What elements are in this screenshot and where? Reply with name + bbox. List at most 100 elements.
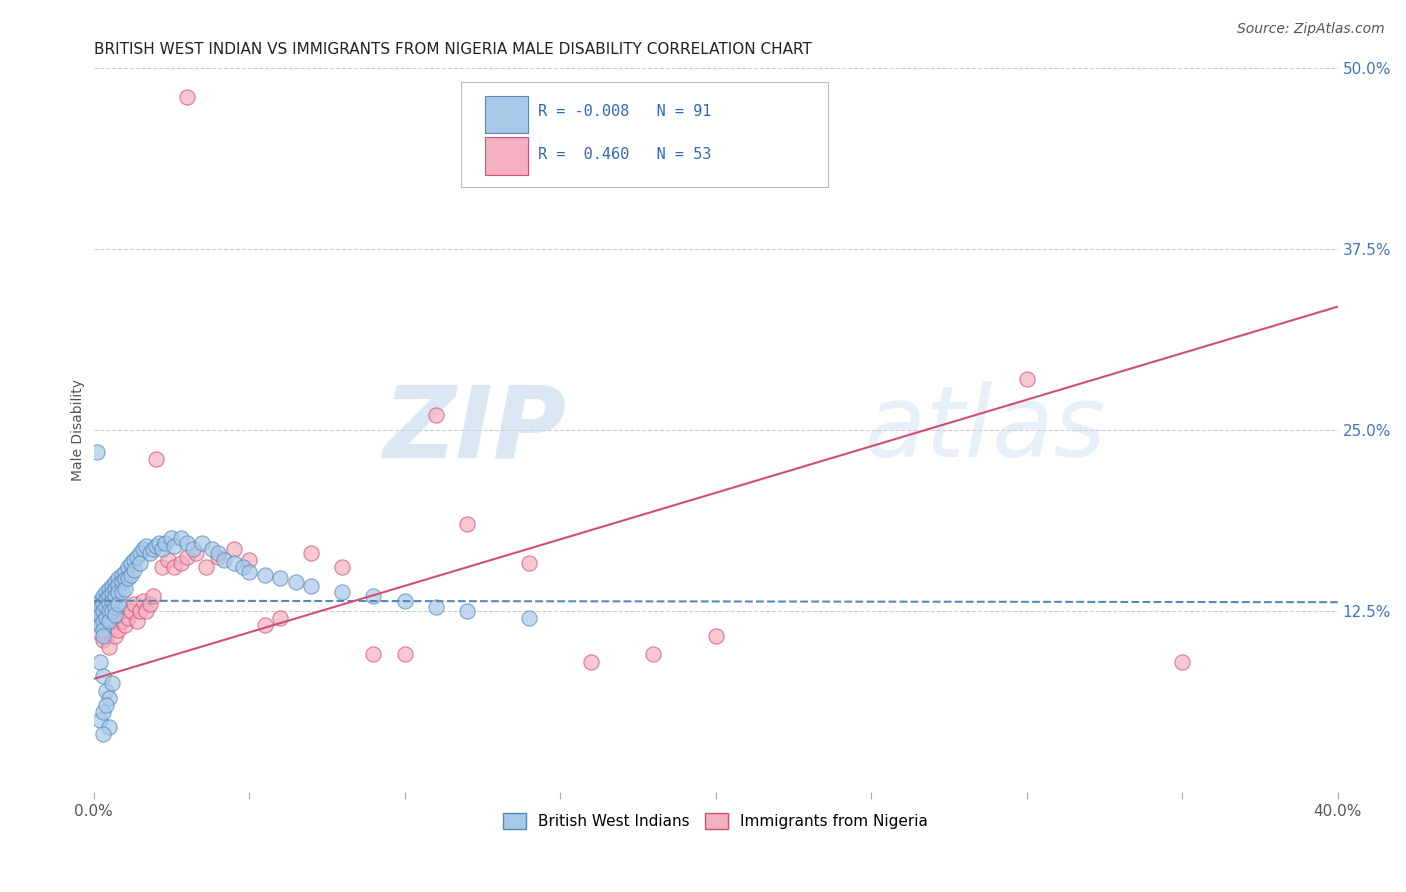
Point <box>91 597 114 611</box>
Point <box>127 614 149 628</box>
Point <box>117 560 139 574</box>
Point <box>94 698 117 712</box>
Point <box>107 623 129 637</box>
Point <box>91 623 114 637</box>
Point <box>238 553 260 567</box>
Point <box>160 532 183 546</box>
Point <box>91 706 114 720</box>
Point <box>114 582 136 596</box>
Point <box>104 582 127 596</box>
Point <box>704 628 727 642</box>
Point <box>122 563 145 577</box>
Point <box>91 632 114 647</box>
Point <box>91 727 114 741</box>
Point <box>89 618 111 632</box>
Point <box>94 585 117 599</box>
Point <box>98 623 121 637</box>
Point <box>89 614 111 628</box>
Point <box>517 611 540 625</box>
Point <box>98 590 121 604</box>
Point <box>94 628 117 642</box>
Point <box>91 604 114 618</box>
FancyBboxPatch shape <box>461 82 828 187</box>
Point <box>104 608 127 623</box>
Point <box>117 611 139 625</box>
Point <box>107 585 129 599</box>
Point <box>456 516 478 531</box>
Point <box>91 628 114 642</box>
Point <box>299 579 322 593</box>
Point <box>363 590 385 604</box>
Point <box>114 572 136 586</box>
Point <box>98 640 121 654</box>
Point <box>299 546 322 560</box>
Point <box>169 556 191 570</box>
Point <box>222 541 245 556</box>
Point <box>153 536 176 550</box>
Point <box>91 618 114 632</box>
Point <box>86 604 108 618</box>
Point <box>107 578 129 592</box>
Point <box>425 599 447 614</box>
Point <box>122 597 145 611</box>
Point <box>91 614 114 628</box>
Point <box>98 720 121 734</box>
Point <box>138 546 160 560</box>
Point <box>138 597 160 611</box>
Point <box>135 539 157 553</box>
Point <box>89 608 111 623</box>
Point <box>101 604 124 618</box>
Point <box>94 592 117 607</box>
Point <box>120 556 142 570</box>
Point <box>176 536 198 550</box>
FancyBboxPatch shape <box>485 95 527 134</box>
Point <box>363 648 385 662</box>
Point <box>101 586 124 600</box>
Point <box>122 553 145 567</box>
Point <box>132 541 155 556</box>
Point <box>89 625 111 640</box>
Point <box>98 614 121 628</box>
Point <box>163 560 186 574</box>
Point <box>253 618 276 632</box>
Text: R = -0.008   N = 91: R = -0.008 N = 91 <box>537 103 711 119</box>
Point <box>163 539 186 553</box>
Point <box>86 614 108 628</box>
Point <box>114 599 136 614</box>
Point <box>332 560 354 574</box>
Point <box>104 590 127 604</box>
Text: ZIP: ZIP <box>384 381 567 478</box>
Point <box>98 690 121 705</box>
Point <box>101 579 124 593</box>
Point <box>186 546 208 560</box>
Point <box>394 593 416 607</box>
Point <box>129 556 152 570</box>
Point <box>101 604 124 618</box>
Point <box>89 655 111 669</box>
Point <box>456 604 478 618</box>
Point <box>284 574 307 589</box>
Y-axis label: Male Disability: Male Disability <box>72 379 86 481</box>
Point <box>176 550 198 565</box>
Point <box>1171 655 1194 669</box>
Point <box>104 599 127 614</box>
Text: Source: ZipAtlas.com: Source: ZipAtlas.com <box>1237 22 1385 37</box>
Point <box>145 451 167 466</box>
Point <box>127 550 149 565</box>
Point <box>269 570 291 584</box>
Point <box>150 541 173 556</box>
Point <box>207 546 229 560</box>
Point <box>643 648 665 662</box>
Point <box>91 590 114 604</box>
Point <box>517 556 540 570</box>
Point <box>94 611 117 625</box>
Point <box>129 546 152 560</box>
Point <box>135 604 157 618</box>
Point <box>129 604 152 618</box>
Point <box>86 597 108 611</box>
Point <box>332 585 354 599</box>
Point <box>104 574 127 589</box>
Point <box>425 409 447 423</box>
Point <box>148 536 170 550</box>
Point <box>89 713 111 727</box>
